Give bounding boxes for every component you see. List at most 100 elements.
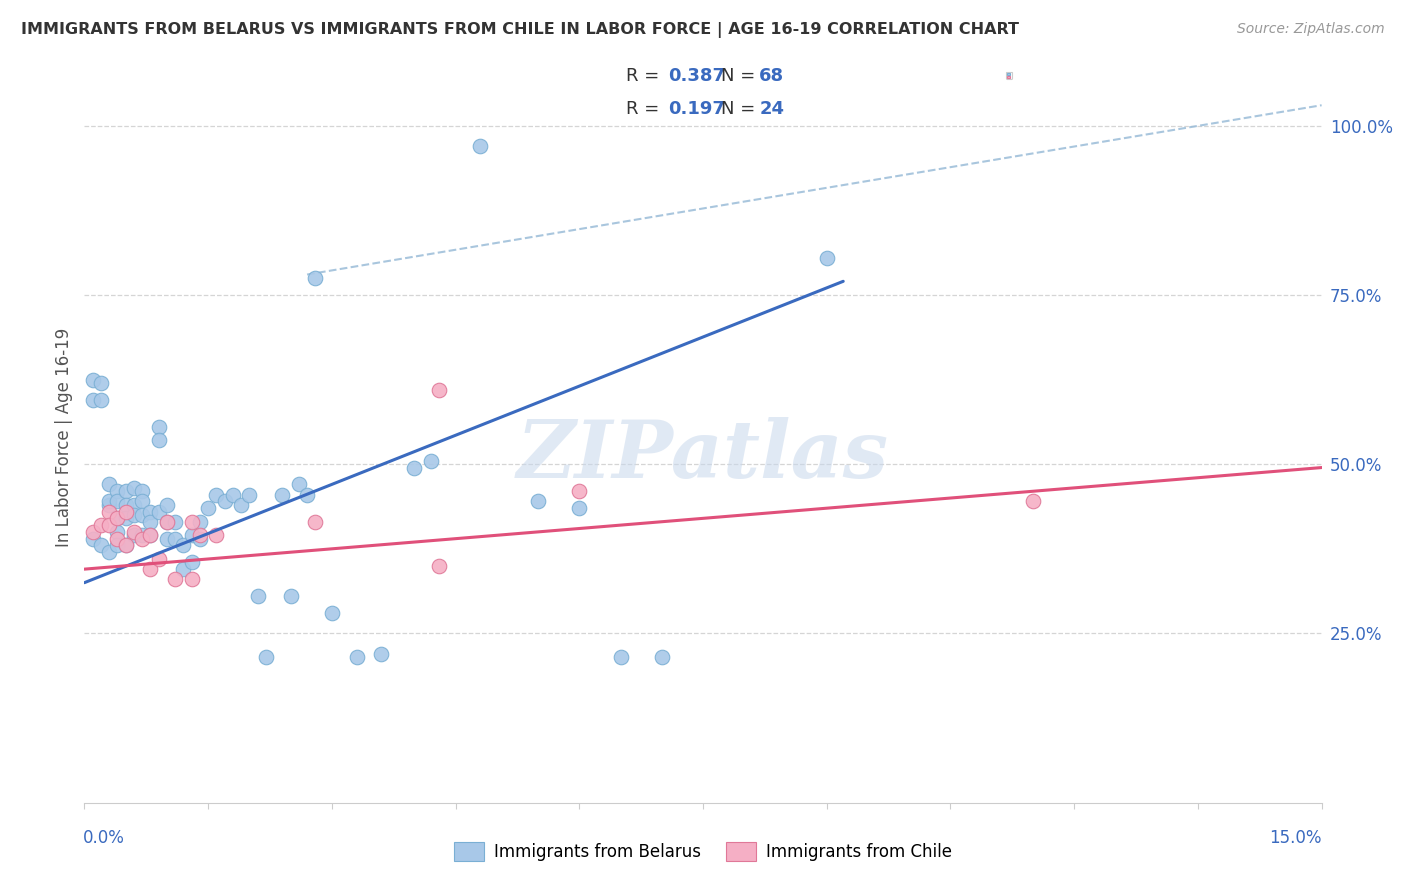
Point [105, 511, 128, 525]
Point [98, 518, 121, 533]
Point [246, 589, 269, 603]
Point [114, 484, 136, 499]
Point [139, 562, 162, 576]
Point [527, 494, 550, 508]
Point [180, 555, 202, 569]
Point [815, 251, 838, 265]
Point [404, 460, 426, 475]
Point [280, 589, 302, 603]
Point [148, 434, 170, 448]
Point [254, 650, 277, 665]
Text: 24: 24 [759, 100, 785, 118]
Point [122, 528, 145, 542]
Point [122, 481, 145, 495]
Point [98, 477, 121, 491]
Point [288, 477, 311, 491]
Point [114, 511, 136, 525]
Point [139, 528, 162, 542]
Point [205, 528, 228, 542]
Point [295, 488, 318, 502]
Point [98, 494, 121, 508]
Point [139, 505, 162, 519]
Point [122, 524, 145, 539]
Point [180, 528, 202, 542]
Point [90, 538, 112, 552]
Text: N =: N = [721, 100, 761, 118]
Point [470, 139, 492, 153]
Text: IMMIGRANTS FROM BELARUS VS IMMIGRANTS FROM CHILE IN LABOR FORCE | AGE 16-19 CORR: IMMIGRANTS FROM BELARUS VS IMMIGRANTS FR… [21, 22, 1019, 38]
Point [188, 532, 211, 546]
Point [82, 372, 104, 386]
Point [105, 484, 128, 499]
Point [180, 515, 202, 529]
Point [1022, 494, 1045, 508]
Text: R =: R = [626, 100, 665, 118]
Point [427, 383, 450, 397]
Point [114, 538, 136, 552]
Text: R =: R = [626, 67, 665, 85]
Point [82, 524, 104, 539]
Point [156, 515, 179, 529]
Point [105, 538, 128, 552]
Text: N =: N = [721, 67, 761, 85]
Point [105, 494, 128, 508]
Text: 0.387: 0.387 [668, 67, 725, 85]
Point [131, 528, 153, 542]
Point [304, 515, 326, 529]
Point [90, 392, 112, 407]
Text: 0.197: 0.197 [668, 100, 724, 118]
Point [131, 508, 153, 522]
Text: 0.0%: 0.0% [83, 829, 125, 847]
Point [321, 606, 343, 620]
Point [568, 484, 591, 499]
Point [165, 572, 187, 586]
Text: ZIPatlas: ZIPatlas [517, 417, 889, 494]
Text: Source: ZipAtlas.com: Source: ZipAtlas.com [1237, 22, 1385, 37]
Text: 15.0%: 15.0% [1270, 829, 1322, 847]
Point [82, 392, 104, 407]
Point [609, 650, 631, 665]
Point [131, 494, 153, 508]
Point [90, 518, 112, 533]
Point [122, 498, 145, 512]
Point [370, 647, 392, 661]
Point [419, 454, 441, 468]
Point [188, 528, 211, 542]
Point [90, 376, 112, 390]
Point [651, 650, 673, 665]
Point [114, 538, 136, 552]
Point [98, 498, 121, 512]
Point [114, 498, 136, 512]
Y-axis label: In Labor Force | Age 16-19: In Labor Force | Age 16-19 [55, 327, 73, 547]
Point [238, 488, 260, 502]
Point [427, 558, 450, 573]
Point [148, 420, 170, 434]
Point [139, 528, 162, 542]
Point [188, 515, 211, 529]
Text: 68: 68 [759, 67, 785, 85]
Point [139, 515, 162, 529]
Point [165, 515, 187, 529]
Point [346, 650, 368, 665]
Point [180, 572, 202, 586]
Point [197, 501, 219, 516]
Point [98, 545, 121, 559]
Point [271, 488, 294, 502]
Point [148, 505, 170, 519]
Point [82, 532, 104, 546]
Point [156, 515, 179, 529]
Point [222, 488, 245, 502]
Point [131, 532, 153, 546]
Point [98, 505, 121, 519]
Legend: Immigrants from Belarus, Immigrants from Chile: Immigrants from Belarus, Immigrants from… [447, 835, 959, 868]
Point [148, 552, 170, 566]
Point [122, 508, 145, 522]
Point [105, 524, 128, 539]
Point [205, 488, 228, 502]
Point [105, 532, 128, 546]
Point [156, 498, 179, 512]
Point [131, 484, 153, 499]
Point [229, 498, 252, 512]
Point [304, 271, 326, 285]
Point [568, 501, 591, 516]
